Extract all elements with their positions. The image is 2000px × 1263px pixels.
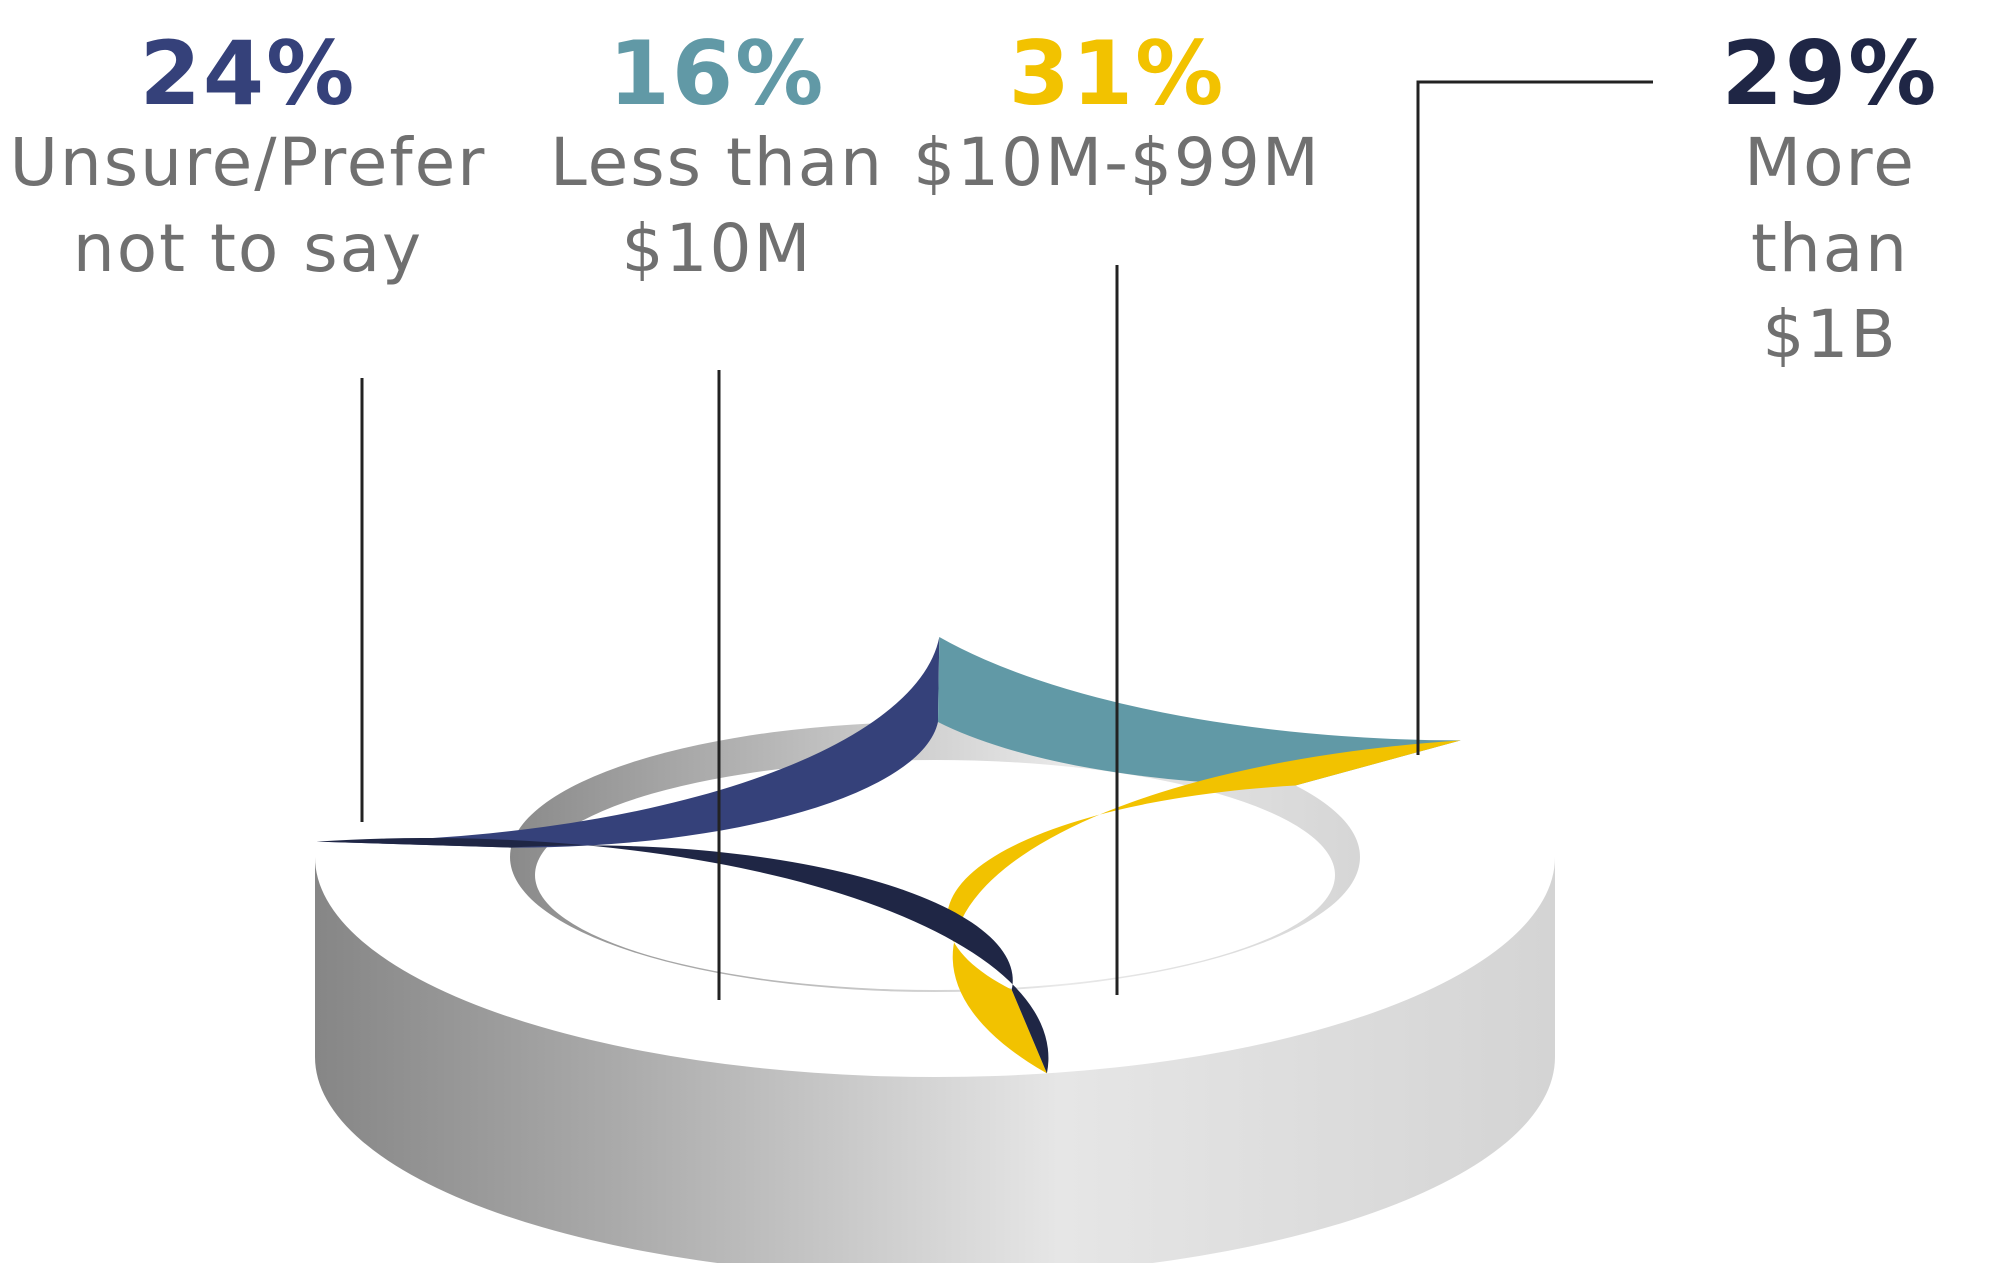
slice-category-label: $10M-$99M bbox=[913, 124, 1321, 201]
callout-over-1b: 29% More than $1B bbox=[1722, 28, 1939, 378]
slice-category-label: Unsure/Prefer not to say bbox=[9, 124, 487, 287]
leader-lines bbox=[360, 80, 1653, 1000]
slice-10m-99m bbox=[947, 740, 1461, 1074]
slice-value-label: 29% bbox=[1721, 22, 1939, 125]
callout-unsure: 24% Unsure/Prefer not to say bbox=[10, 28, 487, 292]
slice-under-10m bbox=[937, 637, 1461, 786]
slice-value-label: 16% bbox=[608, 22, 826, 125]
donut-outer-wall bbox=[315, 857, 1555, 1263]
slice-value-label: 24% bbox=[139, 22, 357, 125]
slice-value-label: 31% bbox=[1008, 22, 1226, 125]
slice-category-label: More than $1B bbox=[1744, 124, 1916, 373]
slice-category-label: Less than $10M bbox=[550, 124, 884, 287]
callout-under-10m: 16% Less than $10M bbox=[550, 28, 884, 292]
leader-line-over-1b bbox=[1416, 80, 1653, 755]
callout-10m-99m: 31% $10M-$99M bbox=[913, 28, 1321, 206]
slice-over-1b bbox=[316, 838, 1049, 1074]
slice-unsure bbox=[316, 637, 940, 848]
donut-slices bbox=[316, 637, 1461, 1074]
